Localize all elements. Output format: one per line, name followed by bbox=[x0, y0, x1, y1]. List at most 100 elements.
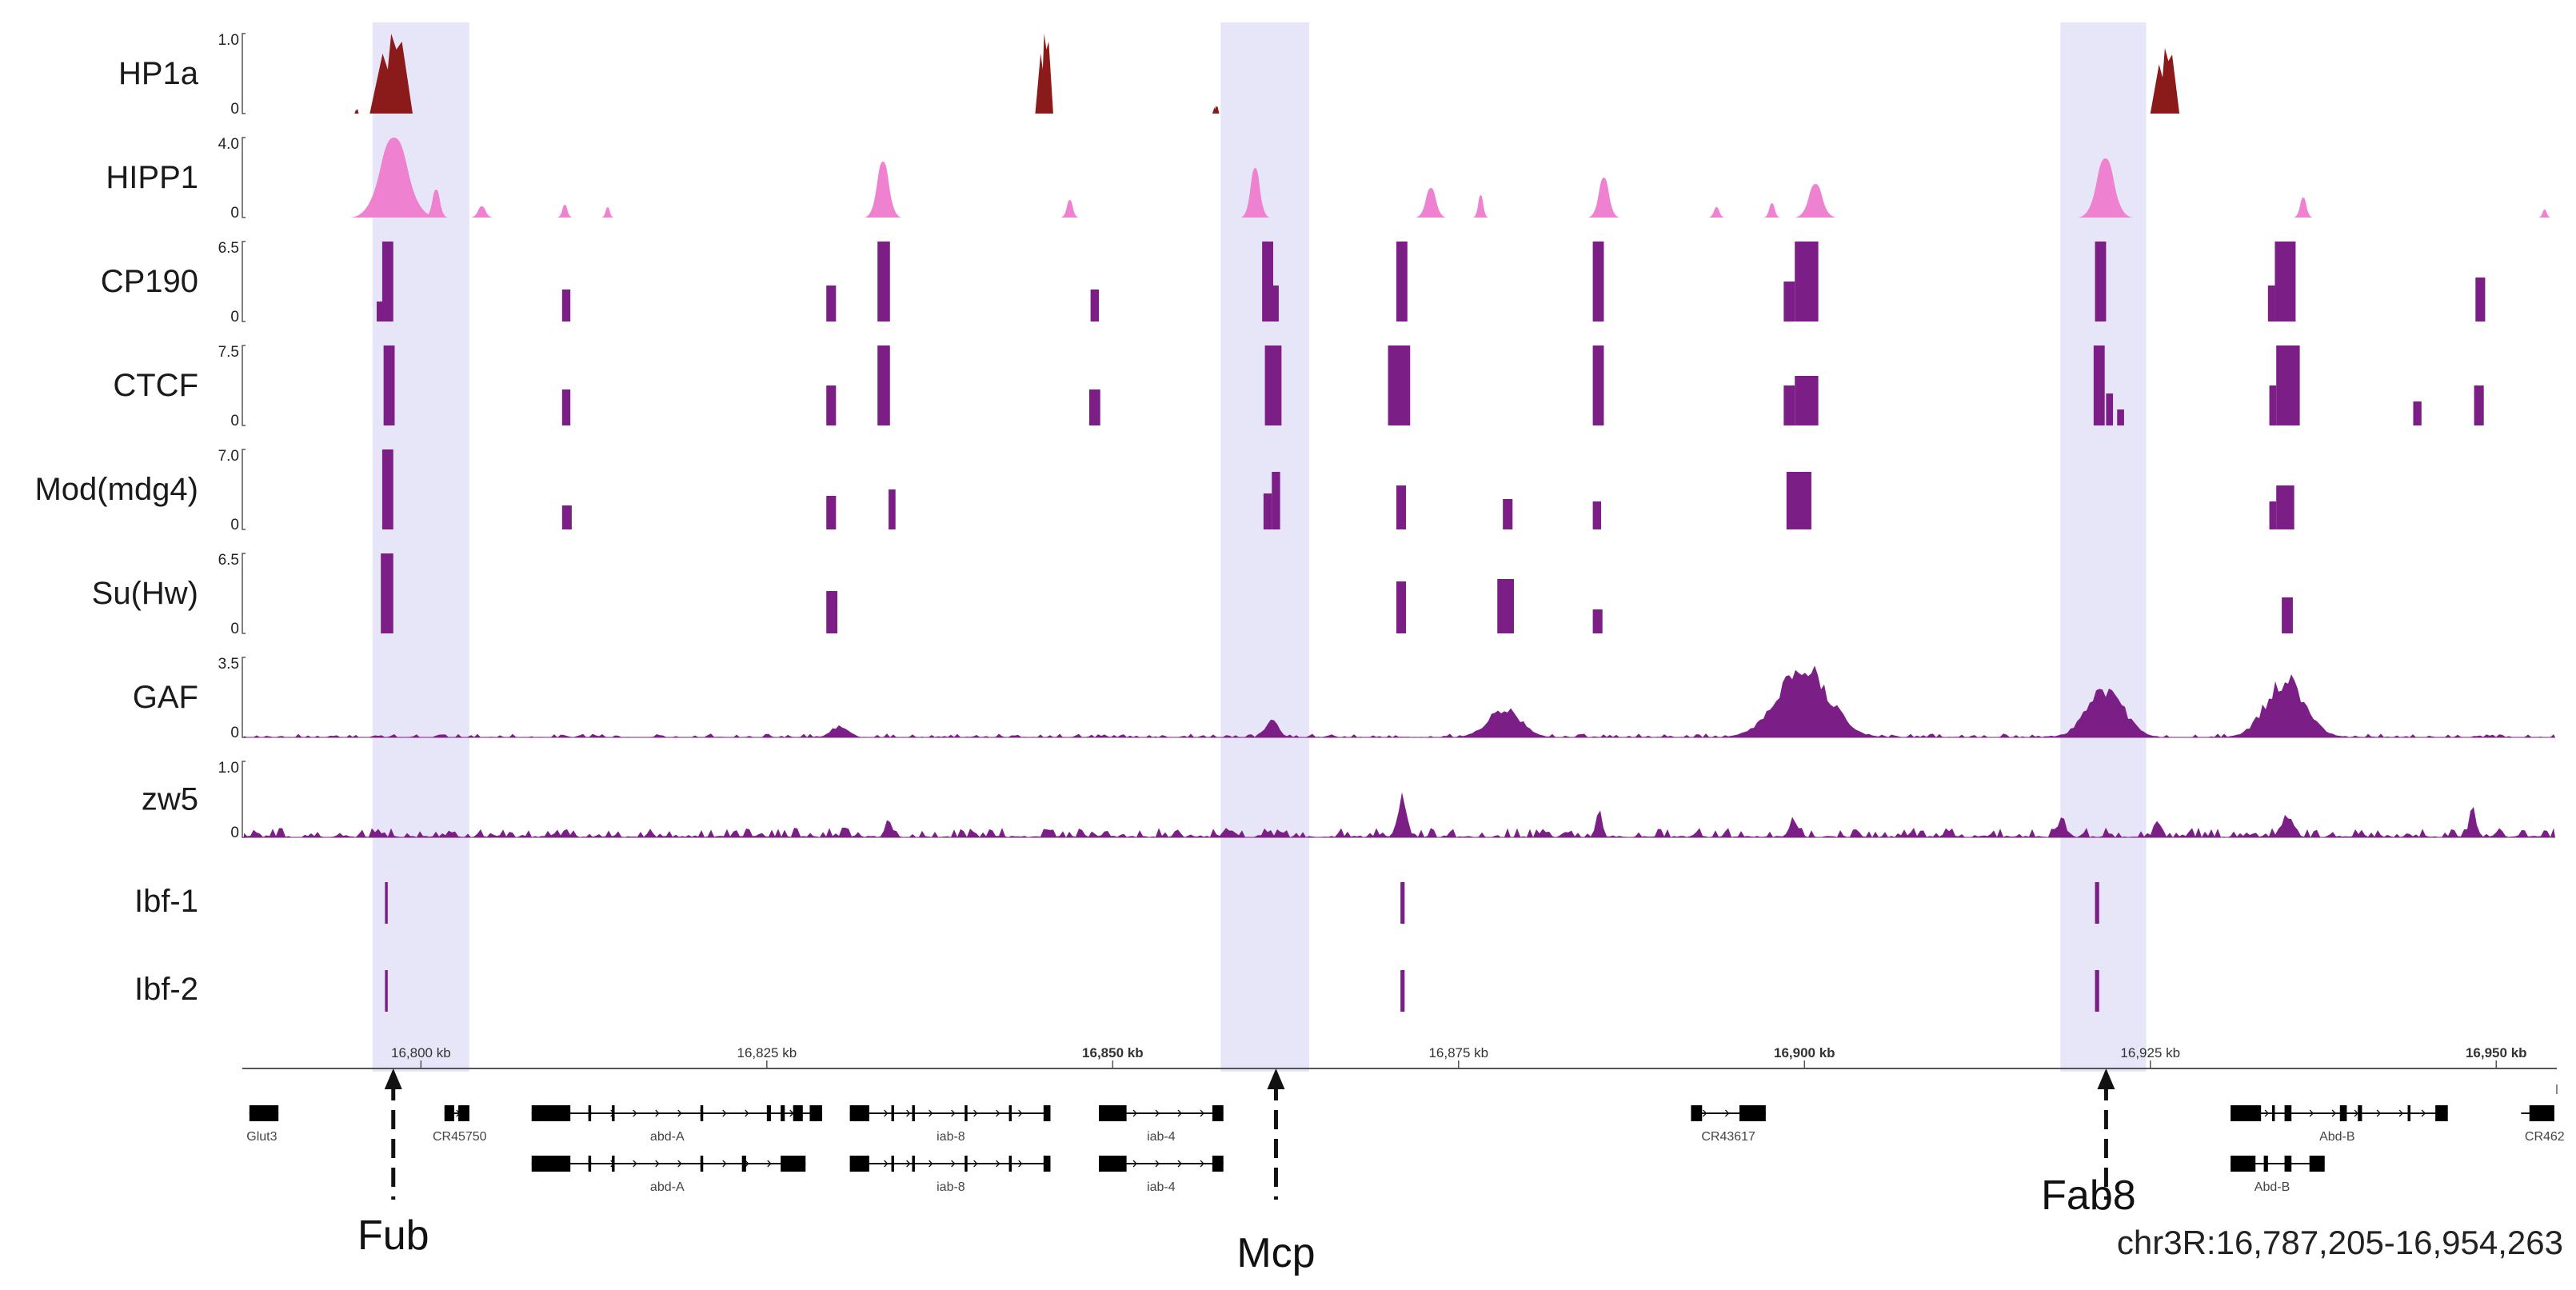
site-mark bbox=[1400, 970, 1405, 1012]
gene-label: iab-4 bbox=[1147, 1130, 1176, 1144]
signal-bar bbox=[826, 286, 837, 322]
gene-exon bbox=[766, 1105, 772, 1121]
gene-exon bbox=[2339, 1105, 2347, 1121]
scale-min: 0 bbox=[230, 413, 239, 429]
gene-strand-chevron bbox=[1018, 1160, 1023, 1168]
signal-bar bbox=[2413, 401, 2422, 425]
gene-strand-chevron bbox=[884, 1160, 889, 1168]
signal-bar bbox=[1592, 345, 1604, 425]
gene-exon bbox=[1739, 1105, 1766, 1121]
signal-bar bbox=[561, 389, 571, 425]
gene-exon bbox=[781, 1156, 806, 1172]
highlight-regions bbox=[372, 22, 2147, 1072]
gene-abd-a: abd-A bbox=[531, 1156, 806, 1194]
gene-strand-chevron bbox=[2421, 1109, 2426, 1117]
gene-abd-a: abd-A bbox=[531, 1105, 823, 1144]
gene-strand-chevron bbox=[1200, 1160, 1204, 1168]
signal-bar bbox=[1592, 609, 1603, 633]
gene-iab-4: iab-4 bbox=[1099, 1105, 1224, 1144]
signal-bar bbox=[1795, 242, 1819, 322]
gene-strand-chevron bbox=[745, 1109, 749, 1117]
gene-exon bbox=[700, 1156, 704, 1172]
track-ibf-1: Ibf-1 bbox=[134, 882, 2099, 924]
signal-peak bbox=[369, 34, 413, 114]
gene-strand-chevron bbox=[1177, 1160, 1182, 1168]
gene-exon bbox=[2435, 1105, 2448, 1121]
gene-strand-chevron bbox=[1200, 1109, 1204, 1117]
signal-bar bbox=[2475, 278, 2486, 322]
gene-label: iab-8 bbox=[937, 1130, 965, 1144]
signal-bar bbox=[2106, 393, 2114, 425]
track-hp1a: HP1a 1.0 0 bbox=[118, 32, 2180, 118]
gene-exon bbox=[793, 1105, 803, 1121]
gene-label: CR462 bbox=[2525, 1130, 2565, 1144]
gene-cr43617: CR43617 bbox=[1691, 1105, 1766, 1144]
scale-max: 7.0 bbox=[218, 448, 239, 465]
scale-bracket bbox=[242, 345, 246, 426]
gene-strand-chevron bbox=[929, 1109, 933, 1117]
track-label: Mod(mdg4) bbox=[34, 472, 198, 507]
gene-exon bbox=[1008, 1156, 1012, 1172]
signal-bar bbox=[1090, 290, 1100, 322]
gene-strand-chevron bbox=[906, 1160, 911, 1168]
track-label: GAF bbox=[133, 680, 198, 715]
gene-strand-chevron bbox=[1724, 1109, 1730, 1117]
track-label: zw5 bbox=[142, 782, 198, 817]
signal-bar bbox=[383, 345, 395, 425]
signal-peak bbox=[1240, 168, 1271, 218]
signal-peak bbox=[1763, 203, 1781, 218]
gene-strand-chevron bbox=[745, 1160, 749, 1168]
gene-strand-chevron bbox=[929, 1160, 933, 1168]
track-label: CTCF bbox=[113, 368, 198, 403]
track-label: HIPP1 bbox=[106, 160, 198, 195]
site-mark bbox=[385, 970, 388, 1012]
gene-strand-chevron bbox=[2398, 1109, 2404, 1117]
track-cp190: CP190 6.5 0 bbox=[101, 240, 2486, 325]
gene-strand-chevron bbox=[884, 1109, 889, 1117]
signal-bar bbox=[877, 345, 890, 425]
scale-max: 3.5 bbox=[218, 656, 239, 673]
region-callouts: Fub Mcp Fab8 bbox=[357, 1068, 2136, 1276]
gene-exon bbox=[849, 1105, 869, 1121]
site-mark bbox=[2095, 970, 2099, 1012]
ruler-tick-label: 16,825 kb bbox=[737, 1045, 797, 1060]
gene-abd-b: Abd-B bbox=[2231, 1105, 2448, 1144]
signal-peak bbox=[1793, 184, 1838, 218]
gene-strand-chevron bbox=[996, 1109, 1000, 1117]
gene-exon bbox=[531, 1156, 571, 1172]
gene-strand-chevron bbox=[767, 1160, 772, 1168]
signal-bar bbox=[1388, 345, 1411, 425]
gene-exon bbox=[458, 1105, 469, 1121]
gene-strand-chevron bbox=[722, 1160, 727, 1168]
gene-exon bbox=[612, 1105, 615, 1121]
gene-exon bbox=[588, 1105, 592, 1121]
scale-min: 0 bbox=[230, 725, 239, 741]
gene-annotation-track: Glut3 CR45750 abd-A abd-A iab-8 iab-8 iab-4 iab… bbox=[246, 1105, 2565, 1194]
gene-exon bbox=[444, 1105, 454, 1121]
gene-strand-chevron bbox=[1132, 1109, 1137, 1117]
gene-exon bbox=[2529, 1105, 2554, 1121]
gene-strand-chevron bbox=[1177, 1109, 1182, 1117]
signal-peak bbox=[349, 138, 439, 218]
gene-strand-chevron bbox=[996, 1160, 1000, 1168]
gene-strand-chevron bbox=[1018, 1109, 1023, 1117]
signal-coverage bbox=[244, 792, 2555, 837]
gene-abd-b: Abd-B bbox=[2231, 1156, 2325, 1194]
signal-bar bbox=[381, 449, 393, 529]
gene-exon bbox=[891, 1156, 894, 1172]
gene-strand-chevron bbox=[973, 1109, 978, 1117]
gene-exon bbox=[2407, 1105, 2410, 1121]
signal-bar bbox=[1396, 485, 1407, 529]
gene-exon bbox=[809, 1105, 823, 1121]
scale-min: 0 bbox=[230, 621, 239, 637]
gene-exon bbox=[2263, 1156, 2268, 1172]
signal-peak bbox=[1707, 207, 1726, 218]
signal-peak bbox=[1060, 200, 1080, 218]
gene-strand-chevron bbox=[2264, 1109, 2270, 1117]
gene-exon bbox=[1043, 1156, 1051, 1172]
signal-bar bbox=[1786, 472, 1811, 529]
scale-bracket bbox=[242, 241, 246, 322]
gene-exon bbox=[965, 1156, 968, 1172]
callout-fab8: Fab8 bbox=[2041, 1068, 2136, 1219]
callout-label: Fab8 bbox=[2041, 1172, 2136, 1219]
